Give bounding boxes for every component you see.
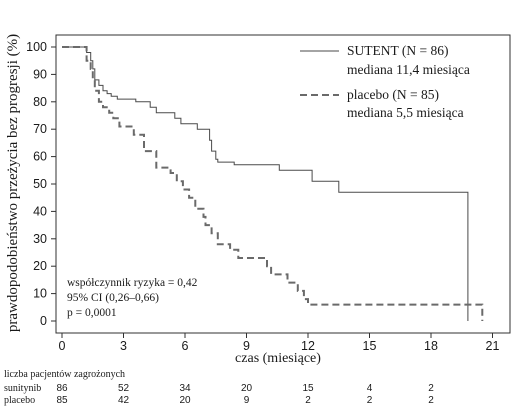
y-tick-label: 70 bbox=[33, 122, 47, 136]
risk-cell: 2 bbox=[367, 395, 373, 406]
risk-row-label-sunitinib: sunitynib bbox=[4, 383, 41, 394]
risk-cell: 15 bbox=[302, 383, 314, 394]
risk-cell: 86 bbox=[56, 383, 68, 394]
y-tick-label: 10 bbox=[33, 287, 47, 301]
series-line-placebo bbox=[62, 46, 484, 321]
legend-label-sutent: SUTENT (N = 86) bbox=[347, 43, 448, 58]
y-tick-label: 80 bbox=[33, 95, 47, 109]
x-tick-label: 0 bbox=[59, 339, 66, 353]
y-axis-title: prawdopodobieństwo przeżycia bez progres… bbox=[5, 34, 21, 332]
risk-cell: 34 bbox=[179, 383, 191, 394]
stats-annotation: współczynnik ryzyka = 0,42 95% CI (0,26–… bbox=[67, 277, 198, 319]
risk-row-label-placebo: placebo bbox=[4, 395, 35, 406]
x-tick-label: 21 bbox=[486, 339, 500, 353]
y-tick-label: 100 bbox=[26, 40, 47, 54]
y-axis: 0 10 20 30 40 50 60 70 80 90 100 bbox=[26, 40, 56, 328]
risk-table-cells: 86 52 34 20 15 4 285 42 20 9 2 2 2 bbox=[56, 383, 434, 406]
x-tick-label: 3 bbox=[120, 339, 127, 353]
confidence-interval-text: 95% CI (0,26–0,66) bbox=[67, 292, 159, 304]
risk-cell: 42 bbox=[118, 395, 130, 406]
x-axis-title: czas (miesiące) bbox=[235, 351, 321, 366]
risk-table-title: liczba pacjentów zagrożonych bbox=[4, 369, 125, 380]
y-tick-label: 60 bbox=[33, 150, 47, 164]
x-tick-label: 12 bbox=[301, 339, 315, 353]
risk-cell: 2 bbox=[428, 395, 434, 406]
series-layer bbox=[62, 46, 484, 321]
legend-label-placebo: placebo (N = 85) bbox=[347, 87, 439, 102]
series-line-sutent bbox=[62, 46, 469, 321]
x-tick-label: 15 bbox=[363, 339, 377, 353]
risk-cell: 20 bbox=[179, 395, 191, 406]
x-tick-label: 6 bbox=[182, 339, 189, 353]
y-tick-label: 90 bbox=[33, 67, 47, 81]
risk-cell: 2 bbox=[428, 383, 434, 394]
risk-cell: 85 bbox=[56, 395, 68, 406]
y-tick-label: 30 bbox=[33, 232, 47, 246]
legend-sublabel-placebo: mediana 5,5 miesiąca bbox=[347, 105, 464, 120]
y-tick-label: 20 bbox=[33, 259, 47, 273]
x-tick-label: 18 bbox=[424, 339, 438, 353]
y-tick-label: 40 bbox=[33, 204, 47, 218]
risk-cell: 4 bbox=[367, 383, 373, 394]
risk-cell: 20 bbox=[241, 383, 253, 394]
x-axis: 0 3 6 9 12 15 18 21 bbox=[59, 333, 500, 353]
legend-sublabel-sutent: mediana 11,4 miesiąca bbox=[347, 62, 470, 77]
y-tick-label: 50 bbox=[33, 177, 47, 191]
risk-cell: 52 bbox=[118, 383, 130, 394]
y-tick-label: 0 bbox=[40, 314, 47, 328]
x-tick-label: 9 bbox=[243, 339, 250, 353]
risk-cell: 9 bbox=[244, 395, 250, 406]
p-value-text: p = 0,0001 bbox=[67, 307, 117, 319]
hazard-ratio-text: współczynnik ryzyka = 0,42 bbox=[67, 277, 198, 289]
risk-cell: 2 bbox=[305, 395, 311, 406]
legend: SUTENT (N = 86) mediana 11,4 miesiąca pl… bbox=[300, 43, 470, 120]
